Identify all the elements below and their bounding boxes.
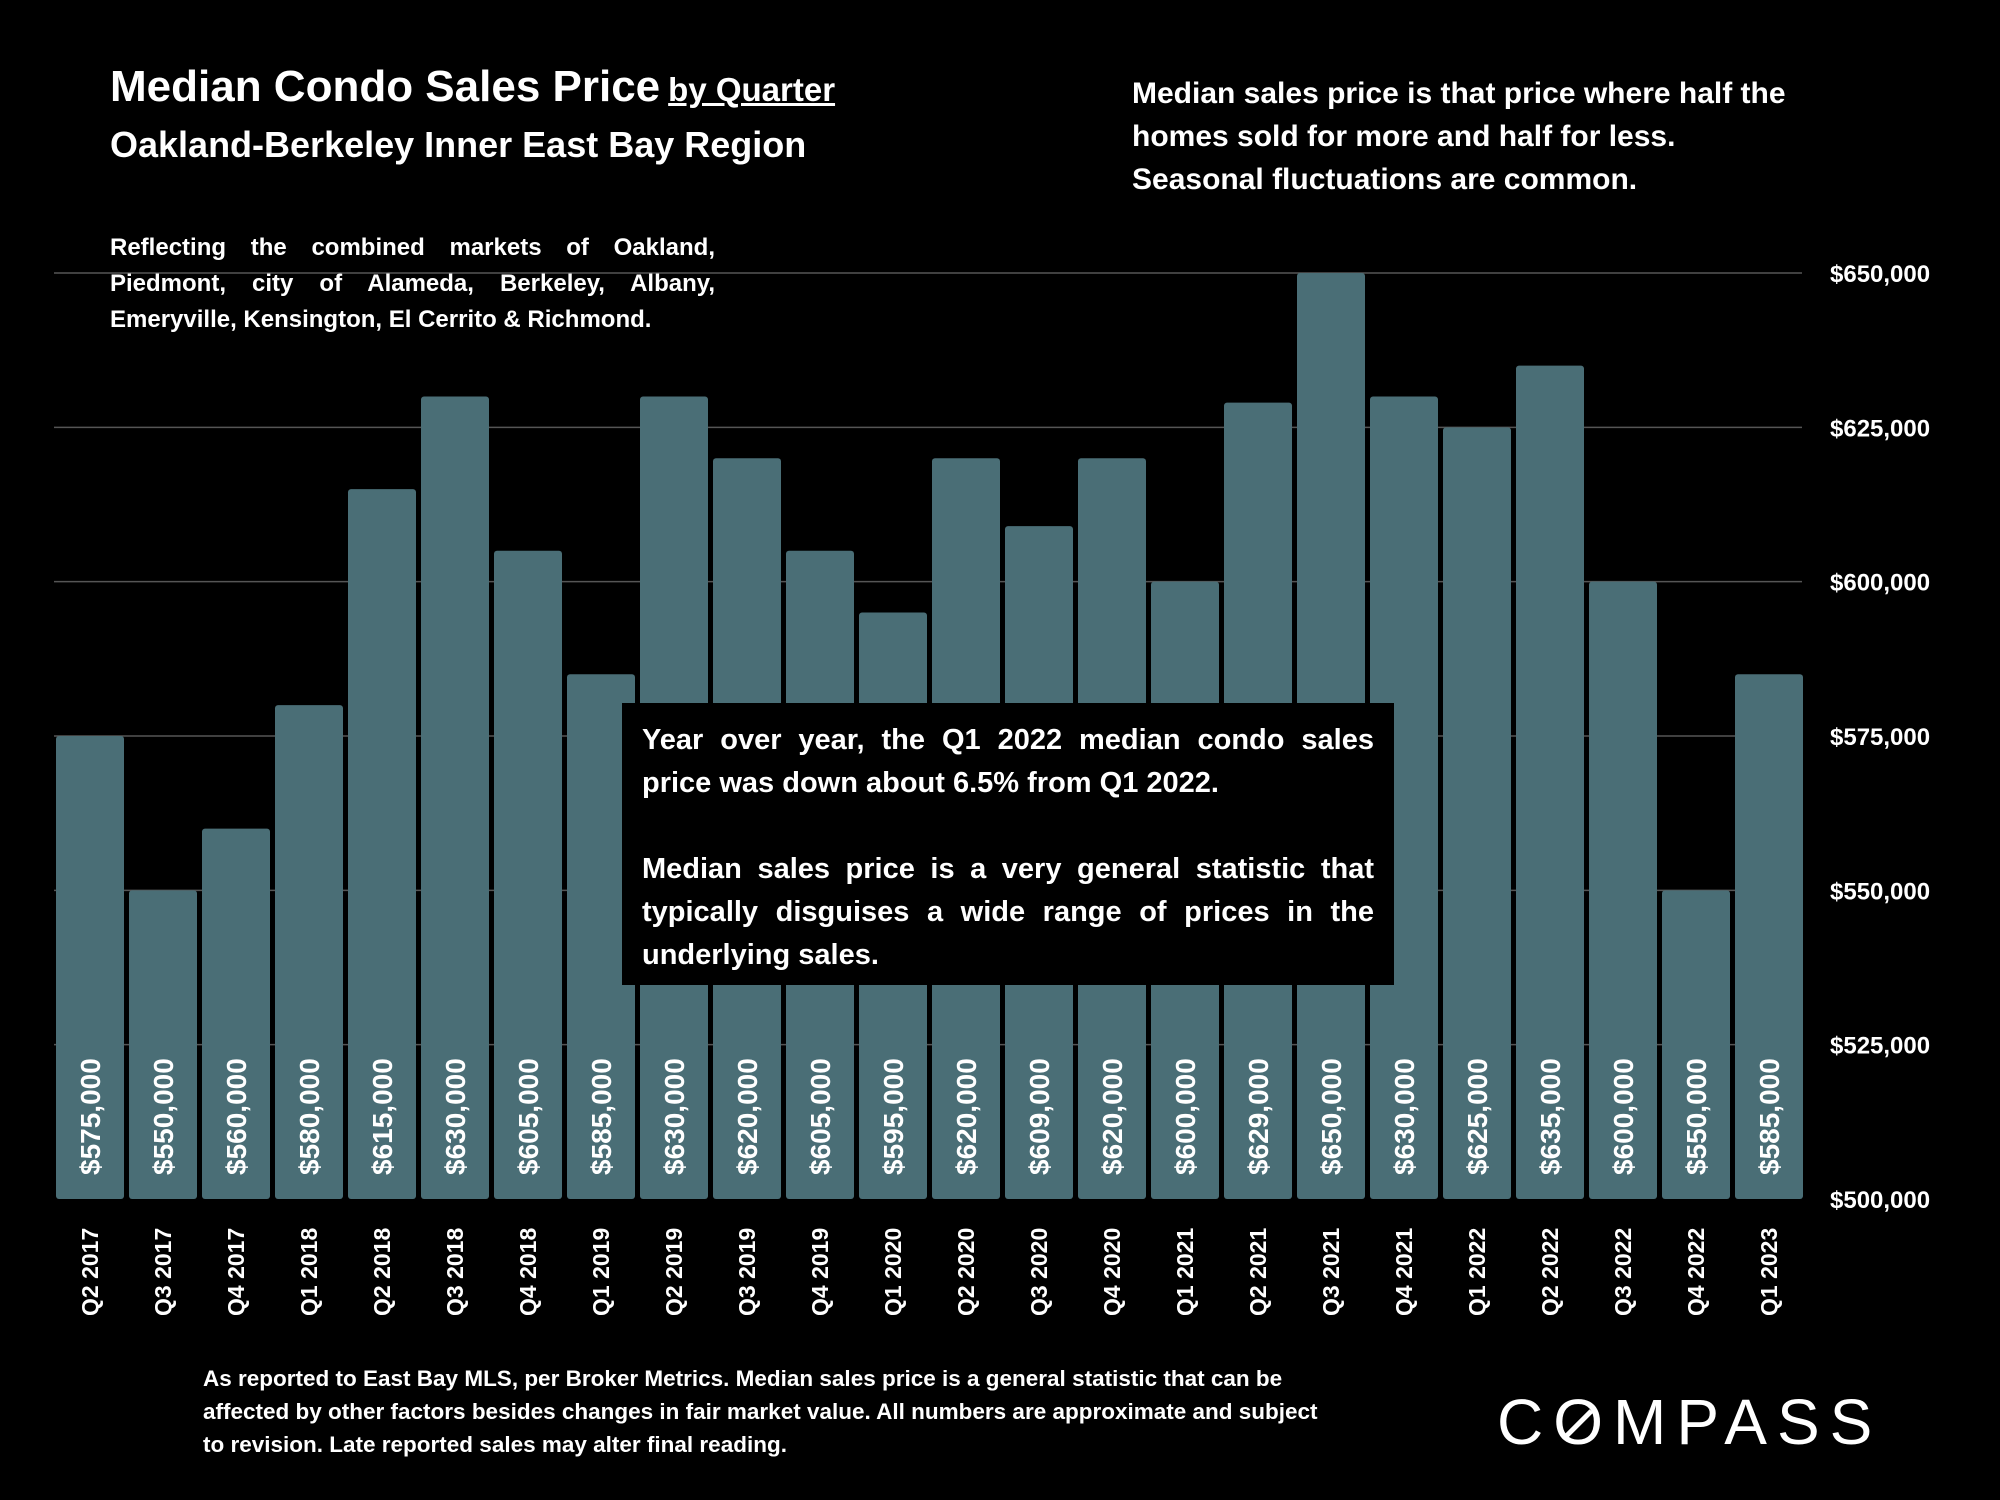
x-tick-label: Q1 2018 — [296, 1228, 322, 1316]
bar — [348, 489, 416, 1200]
bar-value-label: $550,000 — [1681, 1058, 1712, 1175]
x-tick-label: Q4 2018 — [515, 1228, 541, 1316]
bar-value-label: $630,000 — [659, 1058, 690, 1175]
bar-value-label: $600,000 — [1608, 1058, 1639, 1175]
x-tick-label: Q1 2020 — [880, 1228, 906, 1316]
x-tick-label: Q2 2019 — [661, 1228, 687, 1316]
footer-note: As reported to East Bay MLS, per Broker … — [203, 1366, 1318, 1457]
bar-value-label: $605,000 — [805, 1058, 836, 1175]
y-tick-label: $575,000 — [1830, 724, 1930, 751]
bar — [567, 674, 635, 1199]
x-tick-label: Q3 2021 — [1318, 1228, 1344, 1316]
chart-title-text: Median Condo Sales Price — [110, 62, 661, 111]
x-tick-label: Q4 2020 — [1099, 1228, 1125, 1316]
x-tick-label: Q4 2022 — [1683, 1228, 1709, 1316]
bar — [1516, 365, 1584, 1200]
bar — [1370, 396, 1438, 1199]
x-tick-label: Q3 2019 — [734, 1228, 760, 1316]
bar-value-label: $585,000 — [1754, 1058, 1785, 1175]
scope-note: Reflecting the combined markets of Oakla… — [110, 234, 715, 333]
x-tick-label: Q2 2021 — [1245, 1228, 1271, 1316]
bar-value-label: $620,000 — [951, 1058, 982, 1175]
bar — [129, 890, 197, 1199]
x-tick-label: Q4 2019 — [807, 1228, 833, 1316]
bar-value-label: $605,000 — [513, 1058, 544, 1175]
bar-value-label: $550,000 — [148, 1058, 179, 1175]
bar-value-label: $625,000 — [1462, 1058, 1493, 1175]
x-tick-label: Q2 2017 — [77, 1228, 103, 1316]
y-tick-label: $600,000 — [1830, 570, 1930, 597]
compass-logo: COMPASS — [1497, 1386, 1883, 1458]
bar-value-label: $560,000 — [221, 1058, 252, 1175]
bar — [1589, 581, 1657, 1199]
y-tick-label: $525,000 — [1830, 1033, 1930, 1060]
x-tick-label: Q1 2022 — [1464, 1228, 1490, 1316]
bar-value-label: $620,000 — [1097, 1058, 1128, 1175]
y-tick-label: $650,000 — [1830, 261, 1930, 288]
definition-note: Median sales price is that price where h… — [1132, 77, 1786, 196]
bar-value-label: $615,000 — [367, 1058, 398, 1175]
bar — [56, 736, 124, 1199]
x-tick-label: Q2 2018 — [369, 1228, 395, 1316]
y-tick-label: $625,000 — [1830, 415, 1930, 442]
bar — [494, 550, 562, 1199]
x-tick-label: Q1 2023 — [1756, 1228, 1782, 1316]
x-tick-label: Q3 2017 — [150, 1228, 176, 1316]
bar — [275, 705, 343, 1199]
bar — [1443, 427, 1511, 1199]
x-tick-label: Q3 2022 — [1610, 1228, 1636, 1316]
chart-subtitle: Oakland-Berkeley Inner East Bay Region — [110, 124, 807, 165]
bar-value-label: $585,000 — [586, 1058, 617, 1175]
x-tick-label: Q1 2019 — [588, 1228, 614, 1316]
y-tick-label: $500,000 — [1830, 1187, 1930, 1214]
bar-value-label: $609,000 — [1024, 1058, 1055, 1175]
callout-box: Year over year, the Q1 2022 median condo… — [622, 703, 1394, 985]
bar — [1662, 890, 1730, 1199]
callout-paragraph-median: Median sales price is a very general sta… — [642, 853, 1374, 971]
x-tick-label: Q2 2020 — [953, 1228, 979, 1316]
chart-title: Median Condo Sales Price by Quarter — [110, 62, 835, 112]
x-tick-label: Q3 2018 — [442, 1228, 468, 1316]
bar-value-label: $650,000 — [1316, 1058, 1347, 1175]
x-tick-label: Q1 2021 — [1172, 1228, 1198, 1316]
bar-value-label: $580,000 — [294, 1058, 325, 1175]
x-tick-label: Q4 2021 — [1391, 1228, 1417, 1316]
bar-value-label: $629,000 — [1243, 1058, 1274, 1175]
y-tick-label: $550,000 — [1830, 878, 1930, 905]
x-tick-label: Q3 2020 — [1026, 1228, 1052, 1316]
bar-value-label: $635,000 — [1535, 1058, 1566, 1175]
bar-value-label: $630,000 — [1389, 1058, 1420, 1175]
bar — [1735, 674, 1803, 1199]
bar-value-label: $600,000 — [1170, 1058, 1201, 1175]
bar-value-label: $620,000 — [732, 1058, 763, 1175]
bar — [421, 396, 489, 1199]
chart-title-suffix: by Quarter — [668, 71, 836, 108]
bar — [202, 828, 270, 1199]
bar-value-label: $630,000 — [440, 1058, 471, 1175]
bar-value-label: $575,000 — [75, 1058, 106, 1175]
bar-value-label: $595,000 — [878, 1058, 909, 1175]
x-axis-tick-labels: Q2 2017 Q3 2017 Q4 2017 Q1 2018 Q2 2018 Q3 20… — [77, 1228, 1782, 1316]
callout-paragraph-yoy: Year over year, the Q1 2022 median condo… — [642, 724, 1374, 799]
x-tick-label: Q4 2017 — [223, 1228, 249, 1316]
x-tick-label: Q2 2022 — [1537, 1228, 1563, 1316]
y-axis-tick-labels: $500,000 $525,000 $550,000 $575,000 $600,000… — [1830, 261, 1930, 1214]
